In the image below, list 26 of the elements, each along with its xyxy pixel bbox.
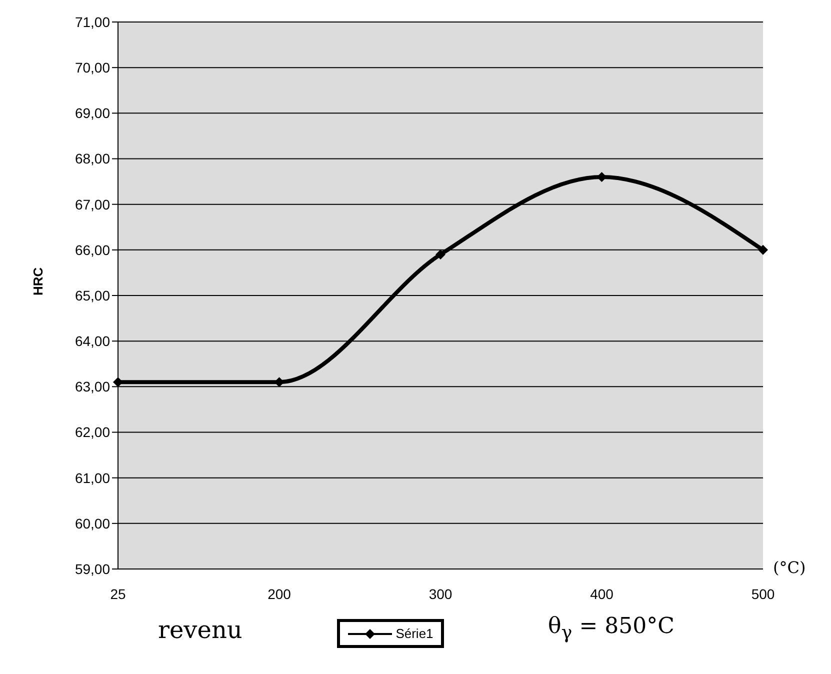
point bbox=[758, 244, 768, 255]
y-tick-label: 70,00 bbox=[74, 60, 110, 76]
y-tick-label: 66,00 bbox=[74, 242, 110, 258]
x-tick-label: 400 bbox=[590, 586, 614, 602]
text: (°C) bbox=[773, 558, 806, 577]
text: θ$_{γ}$ = 850°C bbox=[548, 614, 674, 644]
y-tick-label: 69,00 bbox=[74, 105, 110, 122]
y-tick-label: 67,00 bbox=[74, 196, 110, 212]
legend-label: Série1 bbox=[396, 626, 434, 641]
x-axis-title: revenu bbox=[158, 616, 242, 644]
point bbox=[436, 249, 446, 260]
y-tick-label: 68,00 bbox=[74, 150, 110, 167]
y-tick-label: 62,00 bbox=[74, 424, 110, 440]
y-axis-title: HRC bbox=[30, 266, 46, 296]
x-tick-label: 25 bbox=[110, 586, 126, 602]
x-tick-label: 200 bbox=[268, 586, 292, 602]
point bbox=[596, 172, 607, 182]
y-tick-label: 59,00 bbox=[74, 560, 110, 577]
x-tick-label: 300 bbox=[428, 586, 452, 602]
y-tick-label: 65,00 bbox=[74, 287, 110, 304]
y-tick-label: 63,00 bbox=[74, 378, 110, 395]
y-tick-label: 60,00 bbox=[74, 515, 110, 532]
y-tick-label: 64,00 bbox=[74, 333, 110, 350]
y-tick-label: 61,00 bbox=[74, 470, 110, 486]
x-tick-label: 500 bbox=[751, 586, 775, 602]
y-tick-label: 71,00 bbox=[74, 14, 110, 30]
